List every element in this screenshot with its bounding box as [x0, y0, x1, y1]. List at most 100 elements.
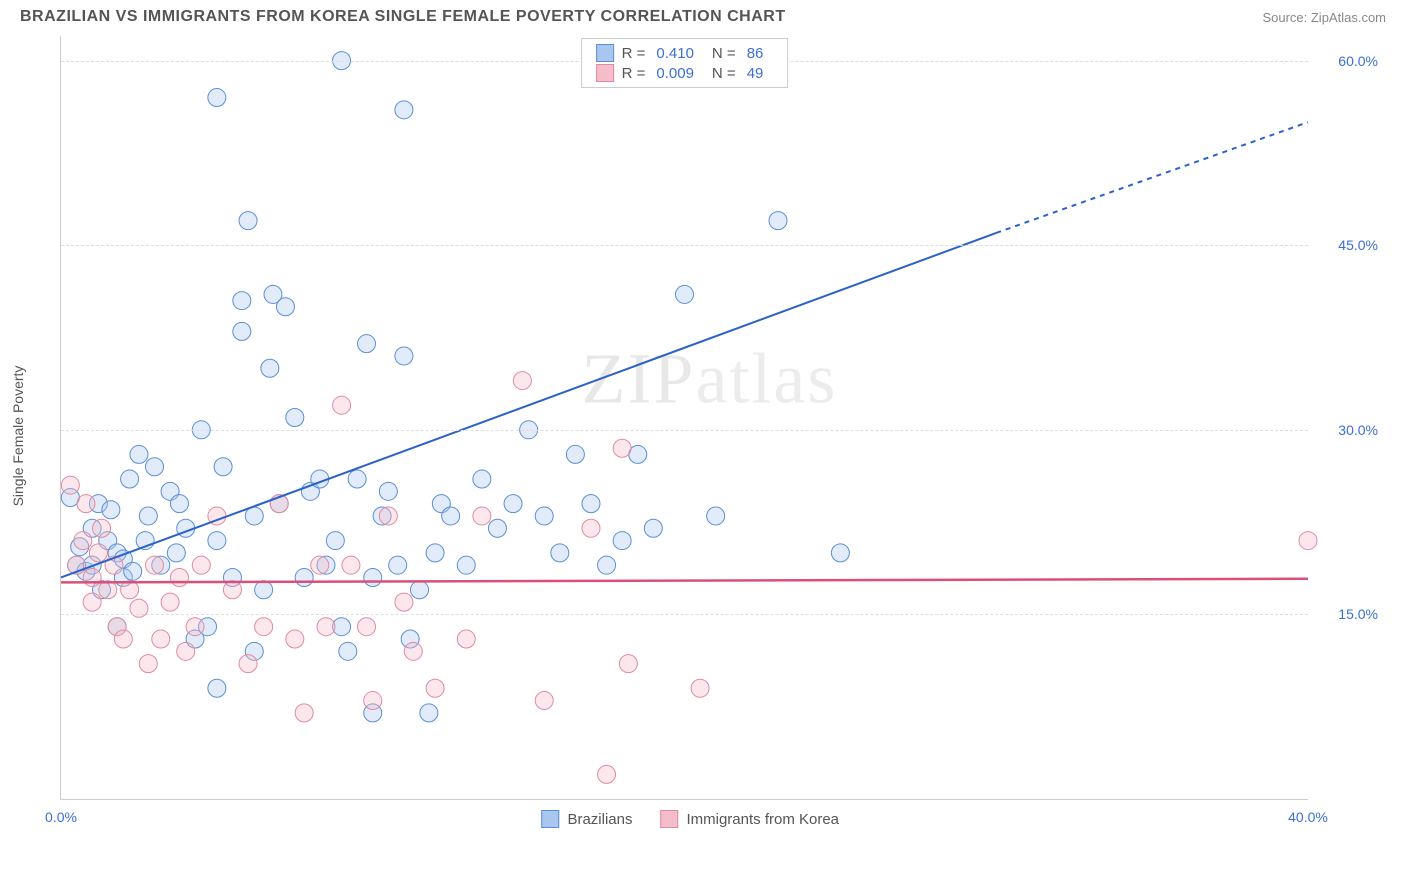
scatter-point-korea: [317, 618, 335, 636]
scatter-point-brazilians: [389, 556, 407, 574]
scatter-point-korea: [619, 655, 637, 673]
scatter-point-korea: [342, 556, 360, 574]
scatter-point-brazilians: [442, 507, 460, 525]
scatter-point-brazilians: [286, 409, 304, 427]
series-label-brazilians: Brazilians: [567, 811, 632, 828]
trend-line-brazilians: [61, 233, 996, 578]
scatter-point-brazilians: [130, 445, 148, 463]
scatter-point-brazilians: [395, 101, 413, 119]
n-label: N =: [712, 45, 736, 62]
scatter-point-brazilians: [379, 482, 397, 500]
scatter-point-korea: [395, 593, 413, 611]
scatter-point-korea: [1299, 532, 1317, 550]
scatter-point-korea: [513, 372, 531, 390]
scatter-point-brazilians: [208, 679, 226, 697]
scatter-point-brazilians: [707, 507, 725, 525]
scatter-point-brazilians: [426, 544, 444, 562]
chart-title: BRAZILIAN VS IMMIGRANTS FROM KOREA SINGL…: [20, 8, 786, 26]
scatter-point-korea: [152, 630, 170, 648]
source-attribution: Source: ZipAtlas.com: [1262, 10, 1386, 25]
scatter-point-korea: [192, 556, 210, 574]
legend-swatch-brazilians: [541, 810, 559, 828]
scatter-point-brazilians: [295, 568, 313, 586]
scatter-point-korea: [77, 495, 95, 513]
scatter-point-brazilians: [676, 285, 694, 303]
r-value-korea: 0.009: [656, 65, 694, 82]
scatter-point-brazilians: [358, 335, 376, 353]
scatter-point-brazilians: [473, 470, 491, 488]
scatter-point-brazilians: [208, 532, 226, 550]
scatter-point-brazilians: [233, 292, 251, 310]
r-label: R =: [622, 45, 646, 62]
r-value-brazilians: 0.410: [656, 45, 694, 62]
scatter-point-brazilians: [420, 704, 438, 722]
y-tick-label: 45.0%: [1318, 237, 1378, 253]
scatter-point-korea: [121, 581, 139, 599]
scatter-point-korea: [598, 765, 616, 783]
n-label: N =: [712, 65, 736, 82]
scatter-point-brazilians: [124, 562, 142, 580]
y-tick-label: 30.0%: [1318, 422, 1378, 438]
scatter-point-korea: [161, 593, 179, 611]
scatter-point-brazilians: [121, 470, 139, 488]
scatter-point-korea: [333, 396, 351, 414]
y-tick-label: 60.0%: [1318, 53, 1378, 69]
scatter-point-korea: [379, 507, 397, 525]
scatter-point-brazilians: [364, 568, 382, 586]
trend-line-korea: [61, 579, 1308, 583]
scatter-point-brazilians: [566, 445, 584, 463]
scatter-point-korea: [83, 568, 101, 586]
scatter-point-korea: [311, 556, 329, 574]
trend-line-extend-brazilians: [996, 122, 1308, 233]
scatter-point-brazilians: [769, 212, 787, 230]
scatter-point-brazilians: [233, 322, 251, 340]
scatter-point-korea: [177, 642, 195, 660]
scatter-point-brazilians: [208, 89, 226, 107]
scatter-point-brazilians: [457, 556, 475, 574]
legend-swatch-korea: [660, 810, 678, 828]
scatter-point-korea: [255, 618, 273, 636]
correlation-legend: R = 0.410 N = 86 R = 0.009 N = 49: [581, 38, 789, 88]
scatter-point-korea: [295, 704, 313, 722]
grid-line: [61, 245, 1308, 246]
scatter-point-korea: [74, 532, 92, 550]
scatter-point-korea: [426, 679, 444, 697]
scatter-point-brazilians: [535, 507, 553, 525]
scatter-point-korea: [93, 519, 111, 537]
scatter-point-korea: [691, 679, 709, 697]
plot-area: ZIPatlas R = 0.410 N = 86 R = 0.009 N = …: [60, 36, 1308, 800]
scatter-point-brazilians: [339, 642, 357, 660]
x-tick-label: 40.0%: [1288, 809, 1328, 825]
scatter-point-brazilians: [139, 507, 157, 525]
scatter-point-brazilians: [395, 347, 413, 365]
n-value-brazilians: 86: [747, 45, 764, 62]
chart-header: BRAZILIAN VS IMMIGRANTS FROM KOREA SINGL…: [0, 0, 1406, 30]
x-tick-label: 0.0%: [45, 809, 77, 825]
scatter-point-korea: [83, 593, 101, 611]
scatter-point-brazilians: [239, 212, 257, 230]
y-axis-title: Single Female Poverty: [10, 366, 26, 507]
scatter-point-brazilians: [326, 532, 344, 550]
scatter-point-korea: [89, 544, 107, 562]
scatter-point-brazilians: [170, 495, 188, 513]
y-tick-label: 15.0%: [1318, 606, 1378, 622]
scatter-point-korea: [613, 439, 631, 457]
scatter-point-korea: [457, 630, 475, 648]
scatter-point-brazilians: [644, 519, 662, 537]
scatter-point-brazilians: [582, 495, 600, 513]
correlation-legend-row-1: R = 0.410 N = 86: [596, 43, 774, 63]
scatter-point-brazilians: [488, 519, 506, 537]
scatter-point-korea: [358, 618, 376, 636]
scatter-point-brazilians: [348, 470, 366, 488]
r-label: R =: [622, 65, 646, 82]
scatter-point-korea: [114, 630, 132, 648]
scatter-point-brazilians: [261, 359, 279, 377]
scatter-point-brazilians: [411, 581, 429, 599]
series-legend-item-brazilians: Brazilians: [541, 810, 632, 828]
scatter-point-korea: [146, 556, 164, 574]
series-legend-item-korea: Immigrants from Korea: [660, 810, 839, 828]
scatter-point-korea: [61, 476, 79, 494]
scatter-point-korea: [139, 655, 157, 673]
scatter-point-brazilians: [598, 556, 616, 574]
scatter-svg: [61, 36, 1308, 799]
